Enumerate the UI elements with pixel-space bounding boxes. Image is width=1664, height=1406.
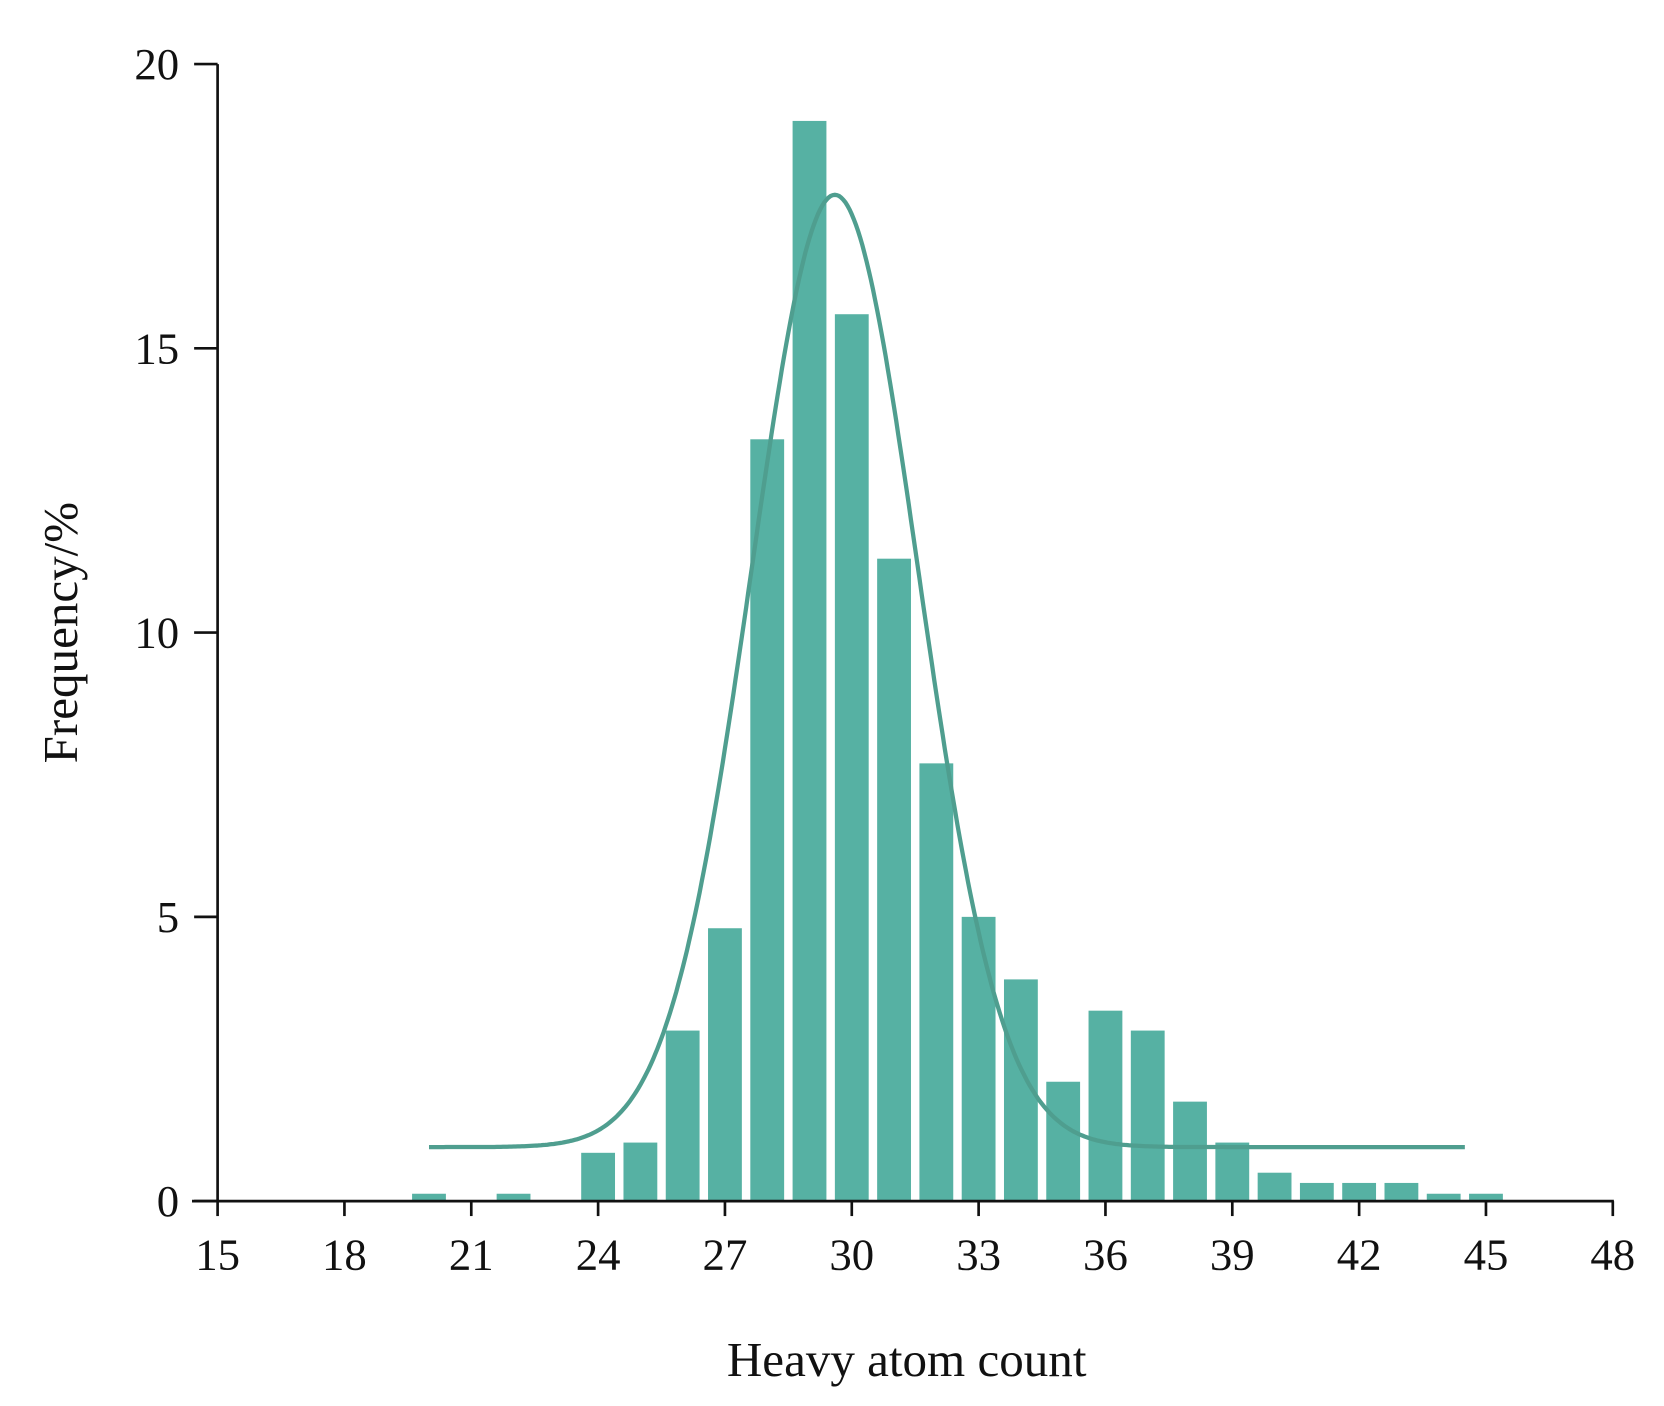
x-tick-label: 15: [195, 1229, 240, 1279]
bar-41: [1299, 1182, 1334, 1202]
bar-43: [1384, 1182, 1419, 1202]
x-tick-label: 30: [829, 1229, 874, 1279]
bar-27: [708, 928, 742, 1202]
fit-curve: [429, 192, 1465, 1150]
bar-22: [496, 1193, 531, 1202]
bar-31: [877, 558, 911, 1202]
x-tick-label: 33: [956, 1229, 1001, 1279]
x-axis-title: Heavy atom count: [727, 1332, 1087, 1387]
x-tick-label: 27: [703, 1229, 748, 1279]
x-tick-label: 36: [1083, 1229, 1128, 1279]
bar-20: [412, 1193, 446, 1202]
x-tick-label: 24: [576, 1229, 621, 1279]
bar-30: [834, 314, 869, 1202]
bar-44: [1426, 1193, 1461, 1202]
bar-38: [1173, 1101, 1207, 1202]
y-tick-label: 10: [134, 608, 179, 658]
bar-24: [581, 1152, 616, 1202]
bar-28: [750, 439, 785, 1202]
bar-35: [1046, 1081, 1081, 1202]
bar-37: [1130, 1030, 1165, 1202]
bar-33: [961, 916, 996, 1202]
bar-32: [919, 763, 954, 1202]
bar-26: [665, 1030, 700, 1202]
x-tick-label: 21: [449, 1229, 494, 1279]
y-axis-title: Frequency/%: [33, 502, 88, 763]
y-tick-label: 0: [157, 1176, 179, 1226]
x-tick-label: 45: [1464, 1229, 1509, 1279]
ticks-group: 15 18 21 24 27 30 33 36 39 42 45 48 0 5 10 15 20: [134, 39, 1635, 1279]
bars-group: [412, 120, 1503, 1202]
x-tick-label: 18: [322, 1229, 367, 1279]
y-tick-label: 5: [157, 892, 179, 942]
bar-40: [1257, 1172, 1292, 1202]
x-tick-label: 42: [1337, 1229, 1382, 1279]
y-tick-label: 15: [134, 323, 179, 373]
bar-25: [623, 1142, 658, 1202]
x-tick-label: 48: [1590, 1229, 1635, 1279]
bar-39: [1215, 1142, 1250, 1202]
bar-29: [792, 120, 827, 1202]
bar-36: [1088, 1010, 1123, 1202]
y-tick-label: 20: [134, 39, 179, 89]
bar-45: [1469, 1193, 1503, 1202]
bar-42: [1342, 1182, 1377, 1202]
x-tick-label: 39: [1210, 1229, 1255, 1279]
